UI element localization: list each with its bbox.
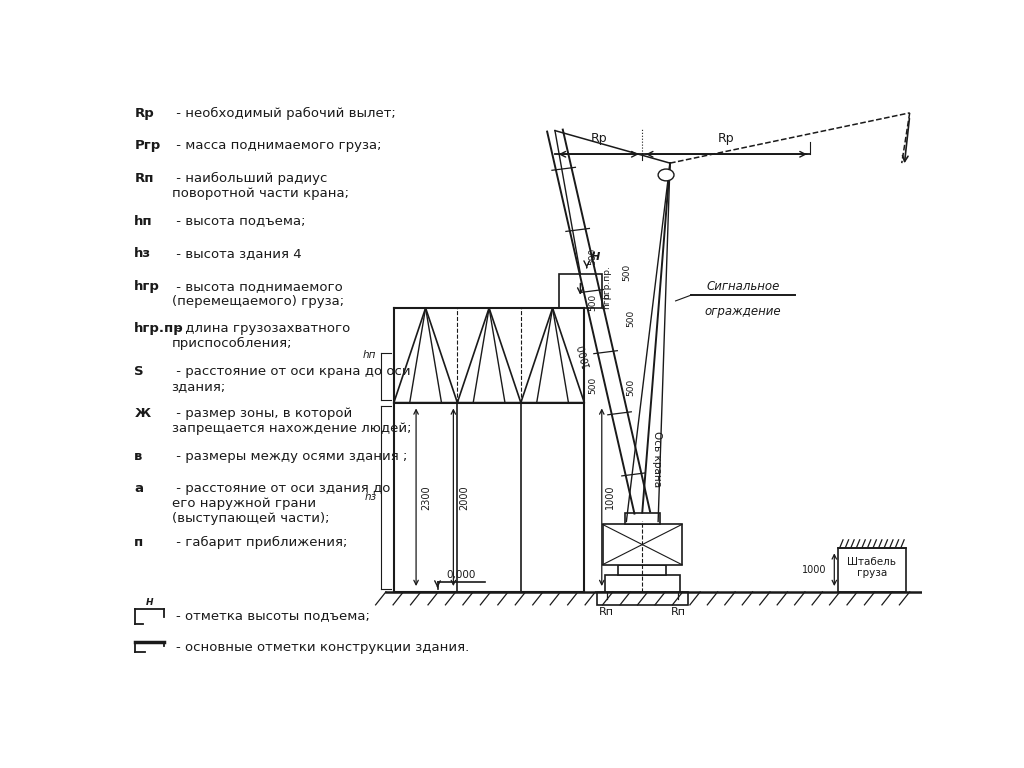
Text: hп: hп <box>364 350 377 360</box>
Circle shape <box>658 169 674 181</box>
Text: а: а <box>134 482 143 495</box>
Text: - наибольший радиус
поворотной части крана;: - наибольший радиус поворотной части кра… <box>172 172 348 200</box>
Text: - основные отметки конструкции здания.: - основные отметки конструкции здания. <box>176 641 469 654</box>
Text: - необходимый рабочий вылет;: - необходимый рабочий вылет; <box>172 107 395 120</box>
Text: - размеры между осями здания ;: - размеры между осями здания ; <box>172 450 407 463</box>
Text: ограждение: ограждение <box>705 305 781 318</box>
Text: 500: 500 <box>588 293 597 311</box>
Text: - высота здания 4: - высота здания 4 <box>172 247 301 260</box>
Bar <box>839 548 906 592</box>
Text: hп: hп <box>134 214 153 227</box>
Text: Rp: Rp <box>590 132 607 145</box>
Text: - высота подъема;: - высота подъема; <box>172 214 305 227</box>
Text: Rп: Rп <box>134 172 154 185</box>
Text: Ргр: Ргр <box>134 140 161 153</box>
Text: Ж: Ж <box>134 407 151 420</box>
Bar <box>597 592 688 605</box>
Text: 0,000: 0,000 <box>446 570 476 580</box>
Text: 1000: 1000 <box>605 485 614 509</box>
Text: Rп: Rп <box>599 607 614 617</box>
Text: 500: 500 <box>588 247 597 265</box>
Text: 2000: 2000 <box>459 485 469 509</box>
Text: - расстояние от оси крана до оси
здания;: - расстояние от оси крана до оси здания; <box>172 365 411 392</box>
Text: - отметка высоты подъема;: - отметка высоты подъема; <box>176 610 370 623</box>
Text: 500: 500 <box>622 264 631 281</box>
Text: H: H <box>145 598 154 607</box>
Text: 500: 500 <box>626 310 635 327</box>
Text: - габарит приближения;: - габарит приближения; <box>172 536 347 549</box>
Text: 2300: 2300 <box>422 485 432 509</box>
Text: Rp: Rp <box>718 132 734 145</box>
Text: - расстояние от оси здания до
его наружной грани
(выступающей части);: - расстояние от оси здания до его наружн… <box>172 482 390 525</box>
Bar <box>618 564 666 575</box>
Text: hгр.пр: hгр.пр <box>134 323 184 335</box>
Text: - размер зоны, в которой
запрещается нахождение людей;: - размер зоны, в которой запрещается нах… <box>172 407 412 435</box>
Text: 1000: 1000 <box>802 564 826 574</box>
Text: - длина грузозахватного
приспособления;: - длина грузозахватного приспособления; <box>172 323 350 350</box>
Text: Ось крана: Ось крана <box>652 431 662 487</box>
Text: H: H <box>591 252 600 262</box>
Text: - высота поднимаемого
(перемещаемого) груза;: - высота поднимаемого (перемещаемого) гр… <box>172 280 344 308</box>
Text: Сигнальное: Сигнальное <box>707 280 779 293</box>
Bar <box>602 525 682 564</box>
Text: hз: hз <box>134 247 152 260</box>
Bar <box>604 575 680 592</box>
Text: hгр: hгр <box>134 280 160 293</box>
Text: п: п <box>134 536 143 548</box>
Text: Штабель
груза: Штабель груза <box>848 557 896 578</box>
Text: 500: 500 <box>588 376 597 393</box>
Text: 1000: 1000 <box>575 342 592 369</box>
Text: - масса поднимаемого груза;: - масса поднимаемого груза; <box>172 140 381 153</box>
Bar <box>625 512 659 525</box>
Text: S: S <box>134 365 144 378</box>
Text: hгр.пр.: hгр.пр. <box>602 266 610 300</box>
Text: Rp: Rp <box>134 107 154 120</box>
Text: 500: 500 <box>626 379 635 396</box>
Text: в: в <box>134 450 142 463</box>
Bar <box>558 273 602 308</box>
Text: Rп: Rп <box>671 607 685 617</box>
Text: hгр.: hгр. <box>602 290 610 309</box>
Text: hз: hз <box>365 492 377 502</box>
